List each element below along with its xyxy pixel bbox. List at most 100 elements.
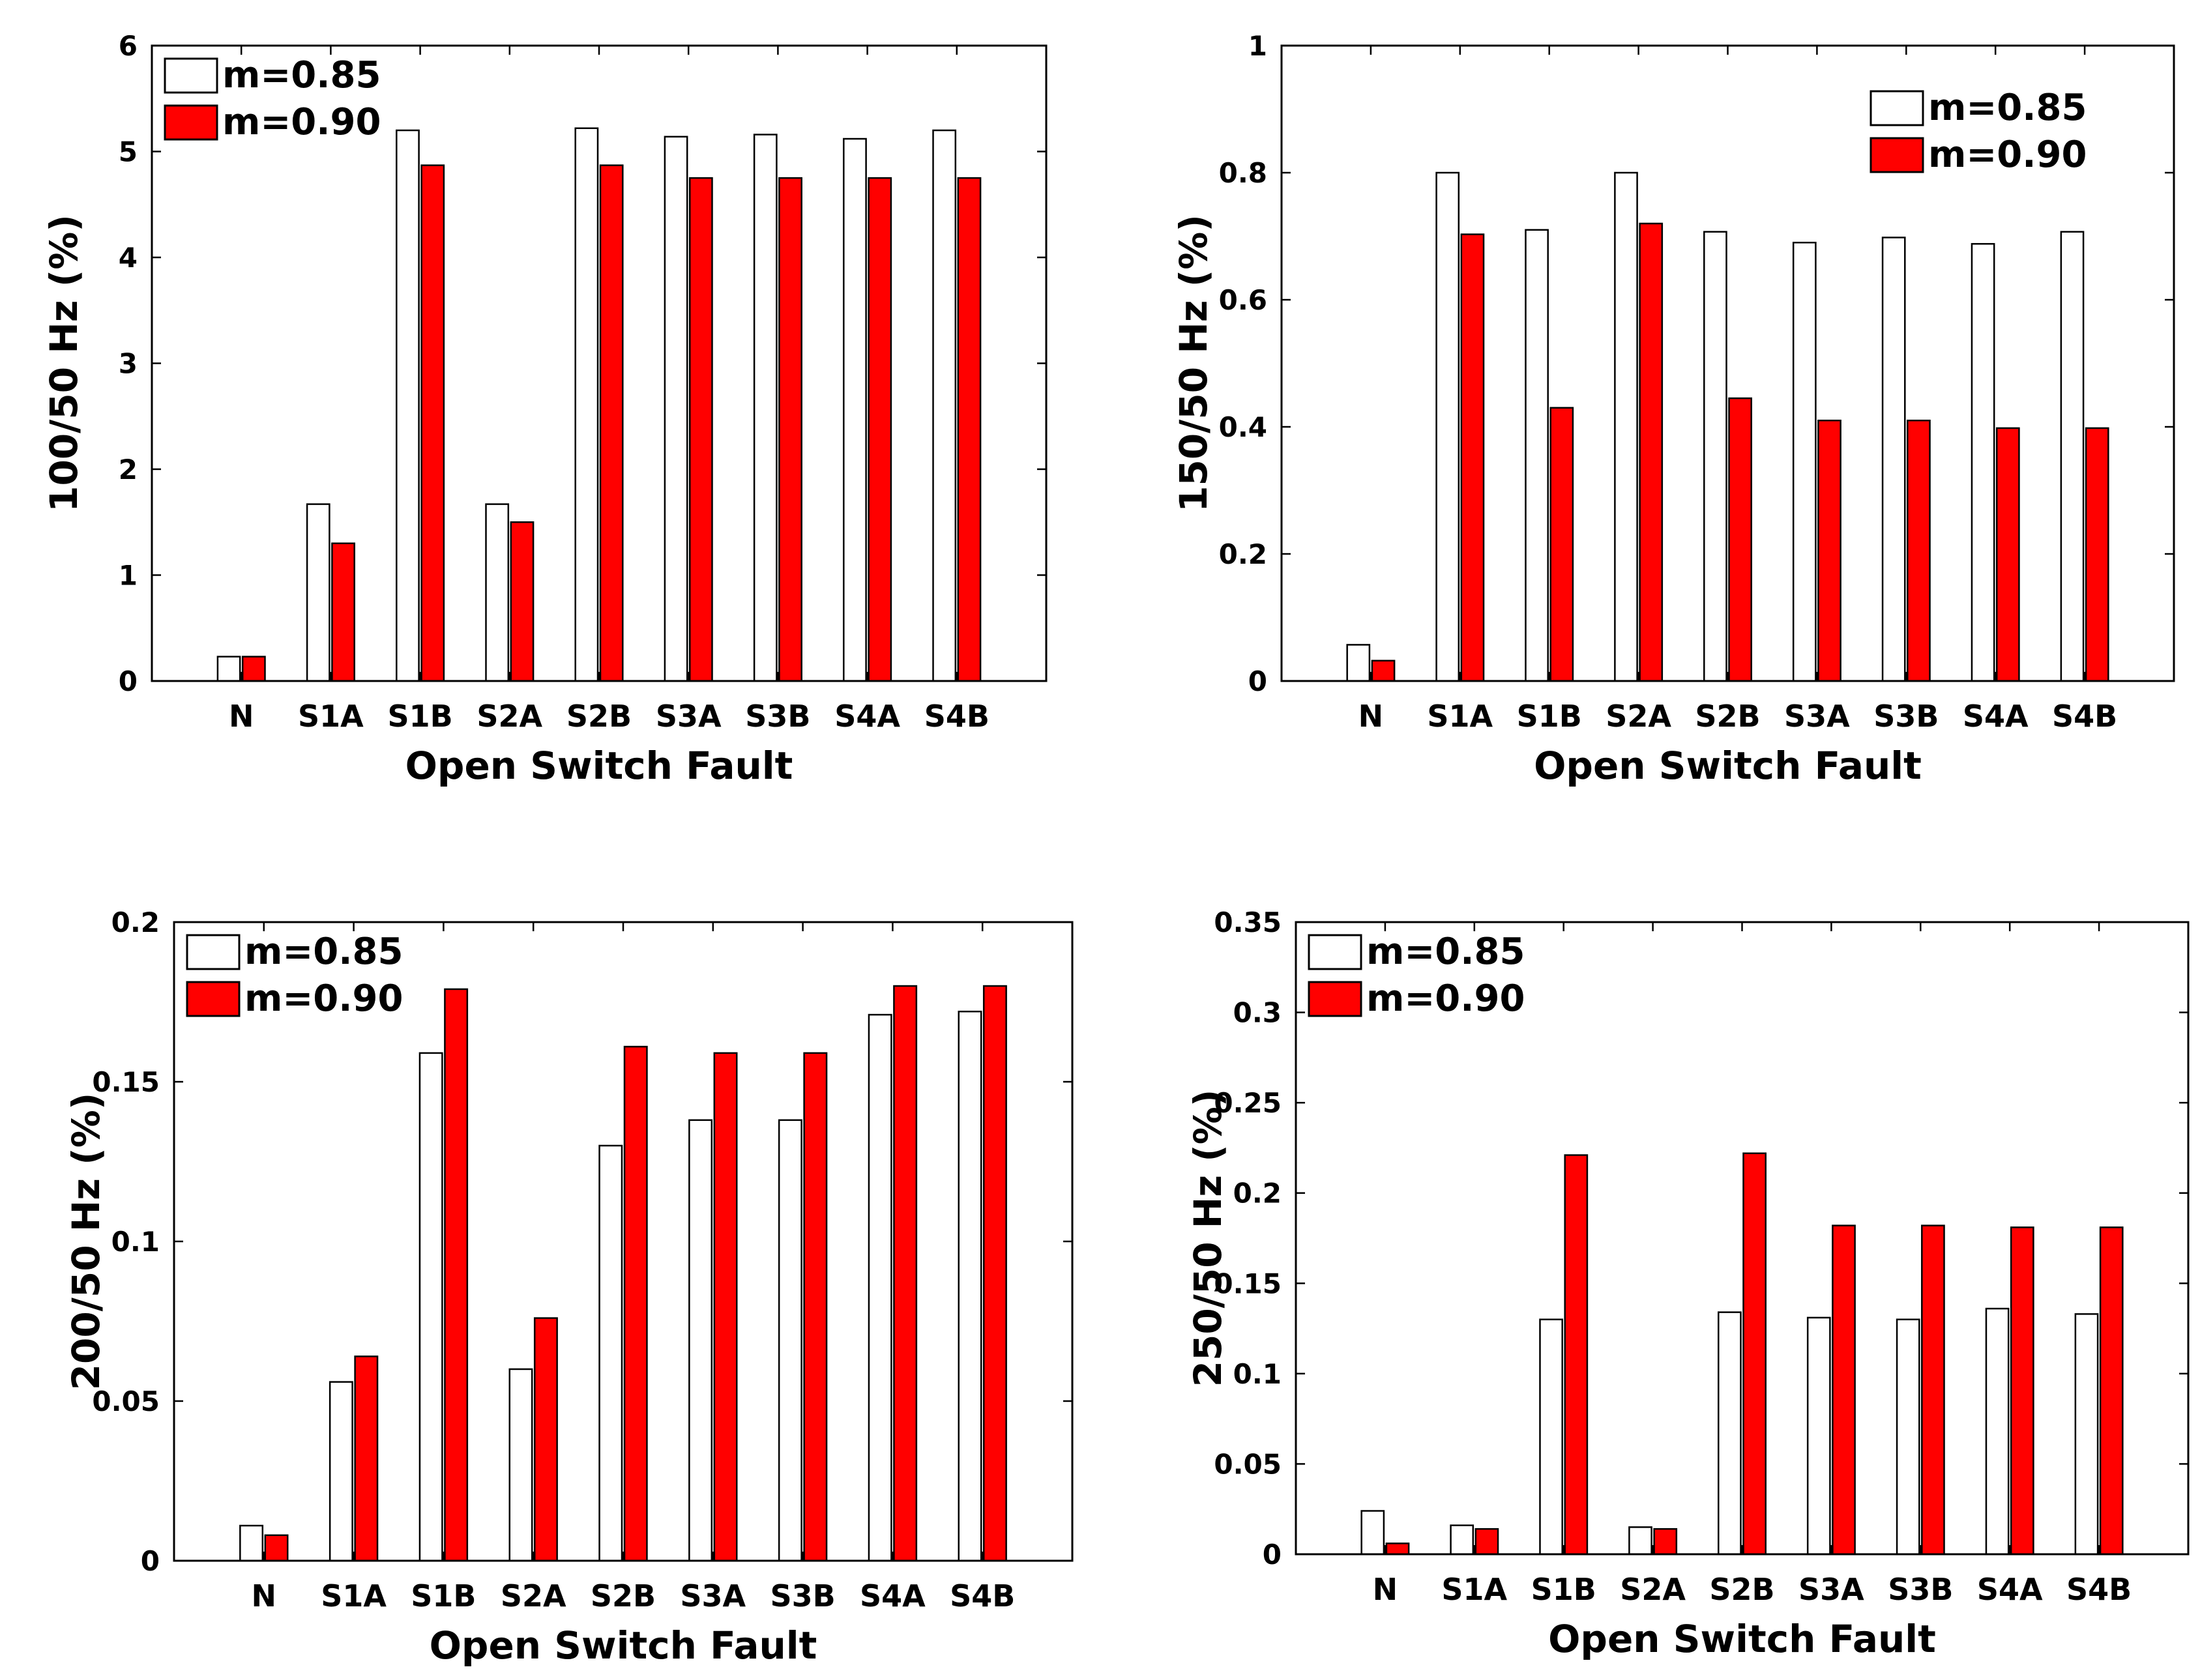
- x-tick-label: S1B: [387, 699, 452, 734]
- y-tick-label: 5: [119, 136, 138, 168]
- bar-s1b-series-2: [420, 164, 445, 682]
- bar-s4b-series-2: [982, 985, 1007, 1562]
- bar-s2a-series-2: [1639, 222, 1664, 682]
- legend-label-series-2: m=0.90: [1366, 978, 1525, 1020]
- x-tick-label: S3A: [1798, 1572, 1864, 1607]
- bar-n-series-2: [1371, 659, 1396, 682]
- bar-s4b-series-2: [957, 177, 982, 682]
- bar-s3a-series-1: [688, 1119, 713, 1562]
- y-tick-label: 0.1: [1233, 1358, 1282, 1390]
- x-tick-label: S1A: [1441, 1572, 1507, 1607]
- bar-n-series-1: [216, 656, 241, 682]
- x-tick-label: S4B: [2052, 699, 2117, 734]
- y-axis-label: 100/50 Hz (%): [42, 214, 86, 512]
- bar-s2b-series-2: [1742, 1152, 1767, 1556]
- bar-s1b-series-1: [396, 129, 420, 682]
- legend: m=0.85 m=0.90: [186, 931, 403, 1020]
- y-tick-label: 3: [119, 348, 138, 380]
- chart-1: N S1A S1B S2A S2B S3A S3B S4A S4B 0 1 2 3 4 5 6 Open Swi…: [42, 30, 1048, 788]
- y-tick-label: 0.2: [1233, 1178, 1282, 1209]
- y-tick-label: 0: [141, 1545, 160, 1577]
- bar-s1a-series-1: [329, 1381, 353, 1562]
- legend: m=0.85 m=0.90: [1308, 931, 1525, 1020]
- y-tick-label: 0.2: [111, 906, 160, 938]
- bar-n-series-2: [1385, 1542, 1410, 1556]
- legend-label-series-1: m=0.85: [1366, 931, 1525, 973]
- legend-label-series-1: m=0.85: [244, 931, 403, 973]
- bar-s3a-series-2: [688, 177, 713, 682]
- bar-s3b-series-2: [778, 177, 802, 682]
- bar-s2a-series-1: [508, 1368, 533, 1562]
- bar-s4a-series-2: [1995, 427, 2020, 682]
- bar-s2b-series-1: [1718, 1311, 1742, 1556]
- bar-s2a-series-2: [510, 521, 535, 682]
- bar-s3a-series-2: [1817, 420, 1841, 682]
- y-tick-label: 0.35: [1214, 906, 1282, 938]
- bar-s4a-series-2: [2010, 1226, 2034, 1556]
- y-tick-label: 6: [119, 30, 138, 62]
- bar-s1a-series-1: [306, 503, 330, 682]
- plot-frame: [1280, 44, 2175, 682]
- y-tick-label: 0.1: [111, 1226, 160, 1258]
- y-tick-label: 0.05: [92, 1385, 160, 1417]
- x-tick-label: S1B: [411, 1578, 476, 1614]
- x-axis-label: Open Switch Fault: [1534, 744, 1922, 788]
- y-tick-label: 0: [119, 665, 138, 697]
- bar-s1b-series-2: [1549, 407, 1574, 682]
- bar-s1b-series-2: [1564, 1154, 1589, 1556]
- x-tick-label: S3B: [1873, 699, 1939, 734]
- x-tick-label: S2A: [1620, 1572, 1686, 1607]
- bar-s2b-series-2: [599, 164, 624, 682]
- y-tick-label: 0.3: [1233, 997, 1282, 1029]
- bar-s3a-series-2: [1832, 1224, 1856, 1556]
- bar-n-series-1: [1360, 1510, 1385, 1556]
- x-tick-label: S1A: [321, 1578, 387, 1614]
- x-tick-label: S1B: [1517, 699, 1582, 734]
- y-tick-label: 0: [1263, 1539, 1282, 1571]
- y-tick-label: 2: [119, 454, 138, 485]
- legend-swatch-series-2: [164, 104, 218, 141]
- bar-s4b-series-1: [958, 1010, 982, 1562]
- bar-s3a-series-1: [664, 136, 688, 682]
- y-tick-label: 1: [119, 560, 138, 592]
- legend-label-series-2: m=0.90: [244, 978, 403, 1020]
- x-tick-label: S2A: [501, 1578, 566, 1614]
- bar-s1a-series-1: [1450, 1524, 1474, 1556]
- legend-swatch-series-1: [164, 57, 218, 94]
- bar-s3b-series-2: [803, 1052, 828, 1562]
- x-tick-label: N: [1358, 699, 1384, 734]
- legend: m=0.85 m=0.90: [164, 54, 381, 143]
- bar-s2b-series-2: [623, 1045, 648, 1562]
- x-tick-label: S3B: [745, 699, 810, 734]
- y-axis-label: 200/50 Hz (%): [64, 1093, 108, 1391]
- y-tick-label: 1: [1248, 30, 1267, 62]
- x-tick-label: S2B: [1709, 1572, 1774, 1607]
- x-tick-label: S3A: [1784, 699, 1850, 734]
- bar-s1a-series-2: [1460, 233, 1485, 682]
- bar-s4b-series-1: [2060, 231, 2085, 682]
- legend-label-series-1: m=0.85: [222, 54, 381, 96]
- chart-2: N S1A S1B S2A S2B S3A S3B S4A S4B 0 0.2 0.4 0.6 0.8 1 O…: [1171, 30, 2175, 788]
- bar-n-series-1: [1346, 644, 1371, 682]
- bar-s4b-series-2: [2099, 1226, 2124, 1556]
- bar-s1b-series-1: [418, 1052, 443, 1562]
- y-tick-label: 4: [119, 242, 138, 274]
- bar-s1a-series-1: [1435, 171, 1460, 682]
- bar-s4b-series-1: [2074, 1313, 2099, 1556]
- bar-s2a-series-1: [1628, 1526, 1652, 1556]
- x-tick-label: S4A: [1963, 699, 2029, 734]
- bar-s2b-series-1: [1703, 231, 1727, 682]
- y-tick-label: 0: [1248, 665, 1267, 697]
- x-tick-label: S1A: [1427, 699, 1493, 734]
- bar-s4a-series-1: [843, 138, 867, 682]
- chart-3: N S1A S1B S2A S2B S3A S3B S4A S4B 0 0.05 0.1 0.15 0.2…: [64, 906, 1074, 1668]
- legend-swatch-series-2: [1308, 981, 1362, 1017]
- x-tick-label: S3A: [656, 699, 722, 734]
- x-tick-label: S4A: [1977, 1572, 2043, 1607]
- y-axis-label: 150/50 Hz (%): [1171, 214, 1216, 512]
- y-tick-label: 0.15: [92, 1066, 160, 1098]
- bar-s3b-series-1: [1896, 1318, 1920, 1556]
- bar-n-series-2: [241, 656, 266, 682]
- plot-frame: [151, 44, 1048, 682]
- legend-swatch-series-1: [186, 934, 241, 970]
